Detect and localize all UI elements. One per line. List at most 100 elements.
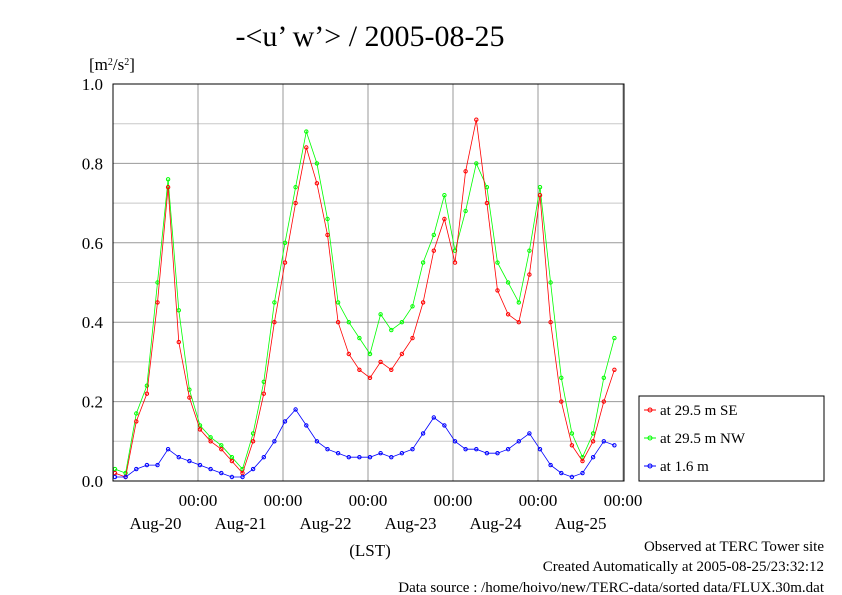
data-point [176, 308, 182, 313]
data-point [176, 455, 182, 460]
data-point [144, 391, 150, 396]
data-point [590, 439, 596, 444]
data-point [240, 474, 245, 480]
data-point [219, 447, 224, 452]
data-point [527, 272, 532, 277]
data-point [208, 466, 213, 472]
data-point [219, 443, 224, 448]
data-point [569, 474, 575, 480]
footer-data-source: Data source : /home/hoivo/new/TERC-data/… [398, 580, 825, 595]
x-tick-date: Aug-25 [555, 514, 607, 533]
y-tick-label: 0.8 [82, 154, 103, 173]
data-point [495, 451, 500, 456]
footer-created: Created Automatically at 2005-08-25/23:3… [543, 559, 824, 575]
data-point [187, 395, 192, 400]
data-point [389, 327, 394, 333]
data-point [155, 462, 160, 468]
x-tick-date: Aug-21 [215, 514, 267, 533]
series-line [114, 119, 615, 478]
data-point [187, 458, 192, 464]
data-point [229, 458, 235, 464]
data-point [261, 455, 266, 460]
data-point [463, 208, 468, 214]
data-point [463, 169, 468, 174]
data-point [516, 439, 521, 444]
data-point [505, 447, 511, 452]
data-point [612, 443, 617, 448]
data-point [399, 320, 405, 325]
y-axis-label: [m2/s2] [89, 55, 135, 74]
data-point [505, 312, 511, 317]
data-point [537, 447, 543, 452]
data-point [420, 300, 426, 305]
data-point [590, 431, 596, 436]
data-point [261, 391, 266, 396]
data-point [293, 407, 298, 412]
data-point [537, 185, 543, 190]
data-point [367, 351, 373, 357]
data-point [378, 359, 383, 365]
data-point [516, 320, 521, 325]
legend: at 29.5 m SE at 29.5 m NW at 1.6 m [638, 395, 825, 482]
data-point [144, 462, 150, 468]
data-point [452, 260, 458, 265]
data-point [325, 447, 330, 452]
data-point [293, 200, 298, 206]
data-point [155, 300, 160, 305]
data-point [357, 367, 362, 372]
x-tick-date: Aug-22 [300, 514, 352, 533]
data-point [399, 451, 405, 456]
data-point [484, 451, 490, 456]
data-point [378, 451, 383, 456]
series-2 [112, 407, 617, 480]
data-point [208, 435, 213, 440]
data-point [580, 458, 585, 464]
data-point [346, 320, 351, 325]
data-point [165, 447, 171, 452]
data-point [219, 470, 224, 476]
data-point [314, 181, 320, 186]
data-point [410, 335, 415, 341]
data-point [442, 216, 447, 222]
data-point [367, 375, 373, 380]
chart-title: -<u’ w’> / 2005-08-25 [235, 20, 504, 53]
data-point [431, 415, 436, 420]
data-point [495, 260, 500, 265]
data-point [495, 288, 500, 293]
data-point [240, 470, 245, 476]
data-point [389, 367, 394, 372]
legend-label: at 29.5 m SE [660, 403, 738, 419]
x-axis-label: (LST) [349, 541, 391, 560]
data-point [325, 232, 330, 238]
data-point [474, 117, 479, 122]
data-point [516, 300, 521, 305]
data-point [282, 419, 288, 424]
series-layer [112, 117, 617, 480]
data-point [612, 335, 617, 341]
data-point [304, 423, 309, 428]
series-1 [112, 129, 617, 476]
data-point [335, 320, 341, 325]
data-point [537, 193, 543, 198]
legend-swatch-marker [647, 463, 653, 469]
data-point [505, 280, 511, 285]
data-point [112, 470, 118, 476]
data-point [442, 423, 447, 428]
data-point [357, 335, 362, 341]
data-point [559, 375, 564, 380]
data-point [431, 248, 436, 253]
data-point [293, 185, 298, 190]
y-axis-ticks: 0.0 0.2 0.4 0.6 0.8 1.0 [82, 75, 104, 491]
legend-box [638, 395, 825, 482]
data-point [282, 260, 288, 265]
data-point [399, 351, 405, 357]
legend-item: at 29.5 m SE [644, 403, 738, 419]
plot-frame [112, 83, 625, 482]
data-point [176, 339, 182, 345]
y-tick-label: 0.4 [82, 313, 104, 332]
x-axis-ticks: 00:00 Aug-20 00:00 Aug-21 00:00 Aug-22 00:00 Au… [130, 491, 643, 533]
data-point [601, 375, 606, 380]
data-point [346, 455, 351, 460]
data-point [112, 466, 118, 472]
